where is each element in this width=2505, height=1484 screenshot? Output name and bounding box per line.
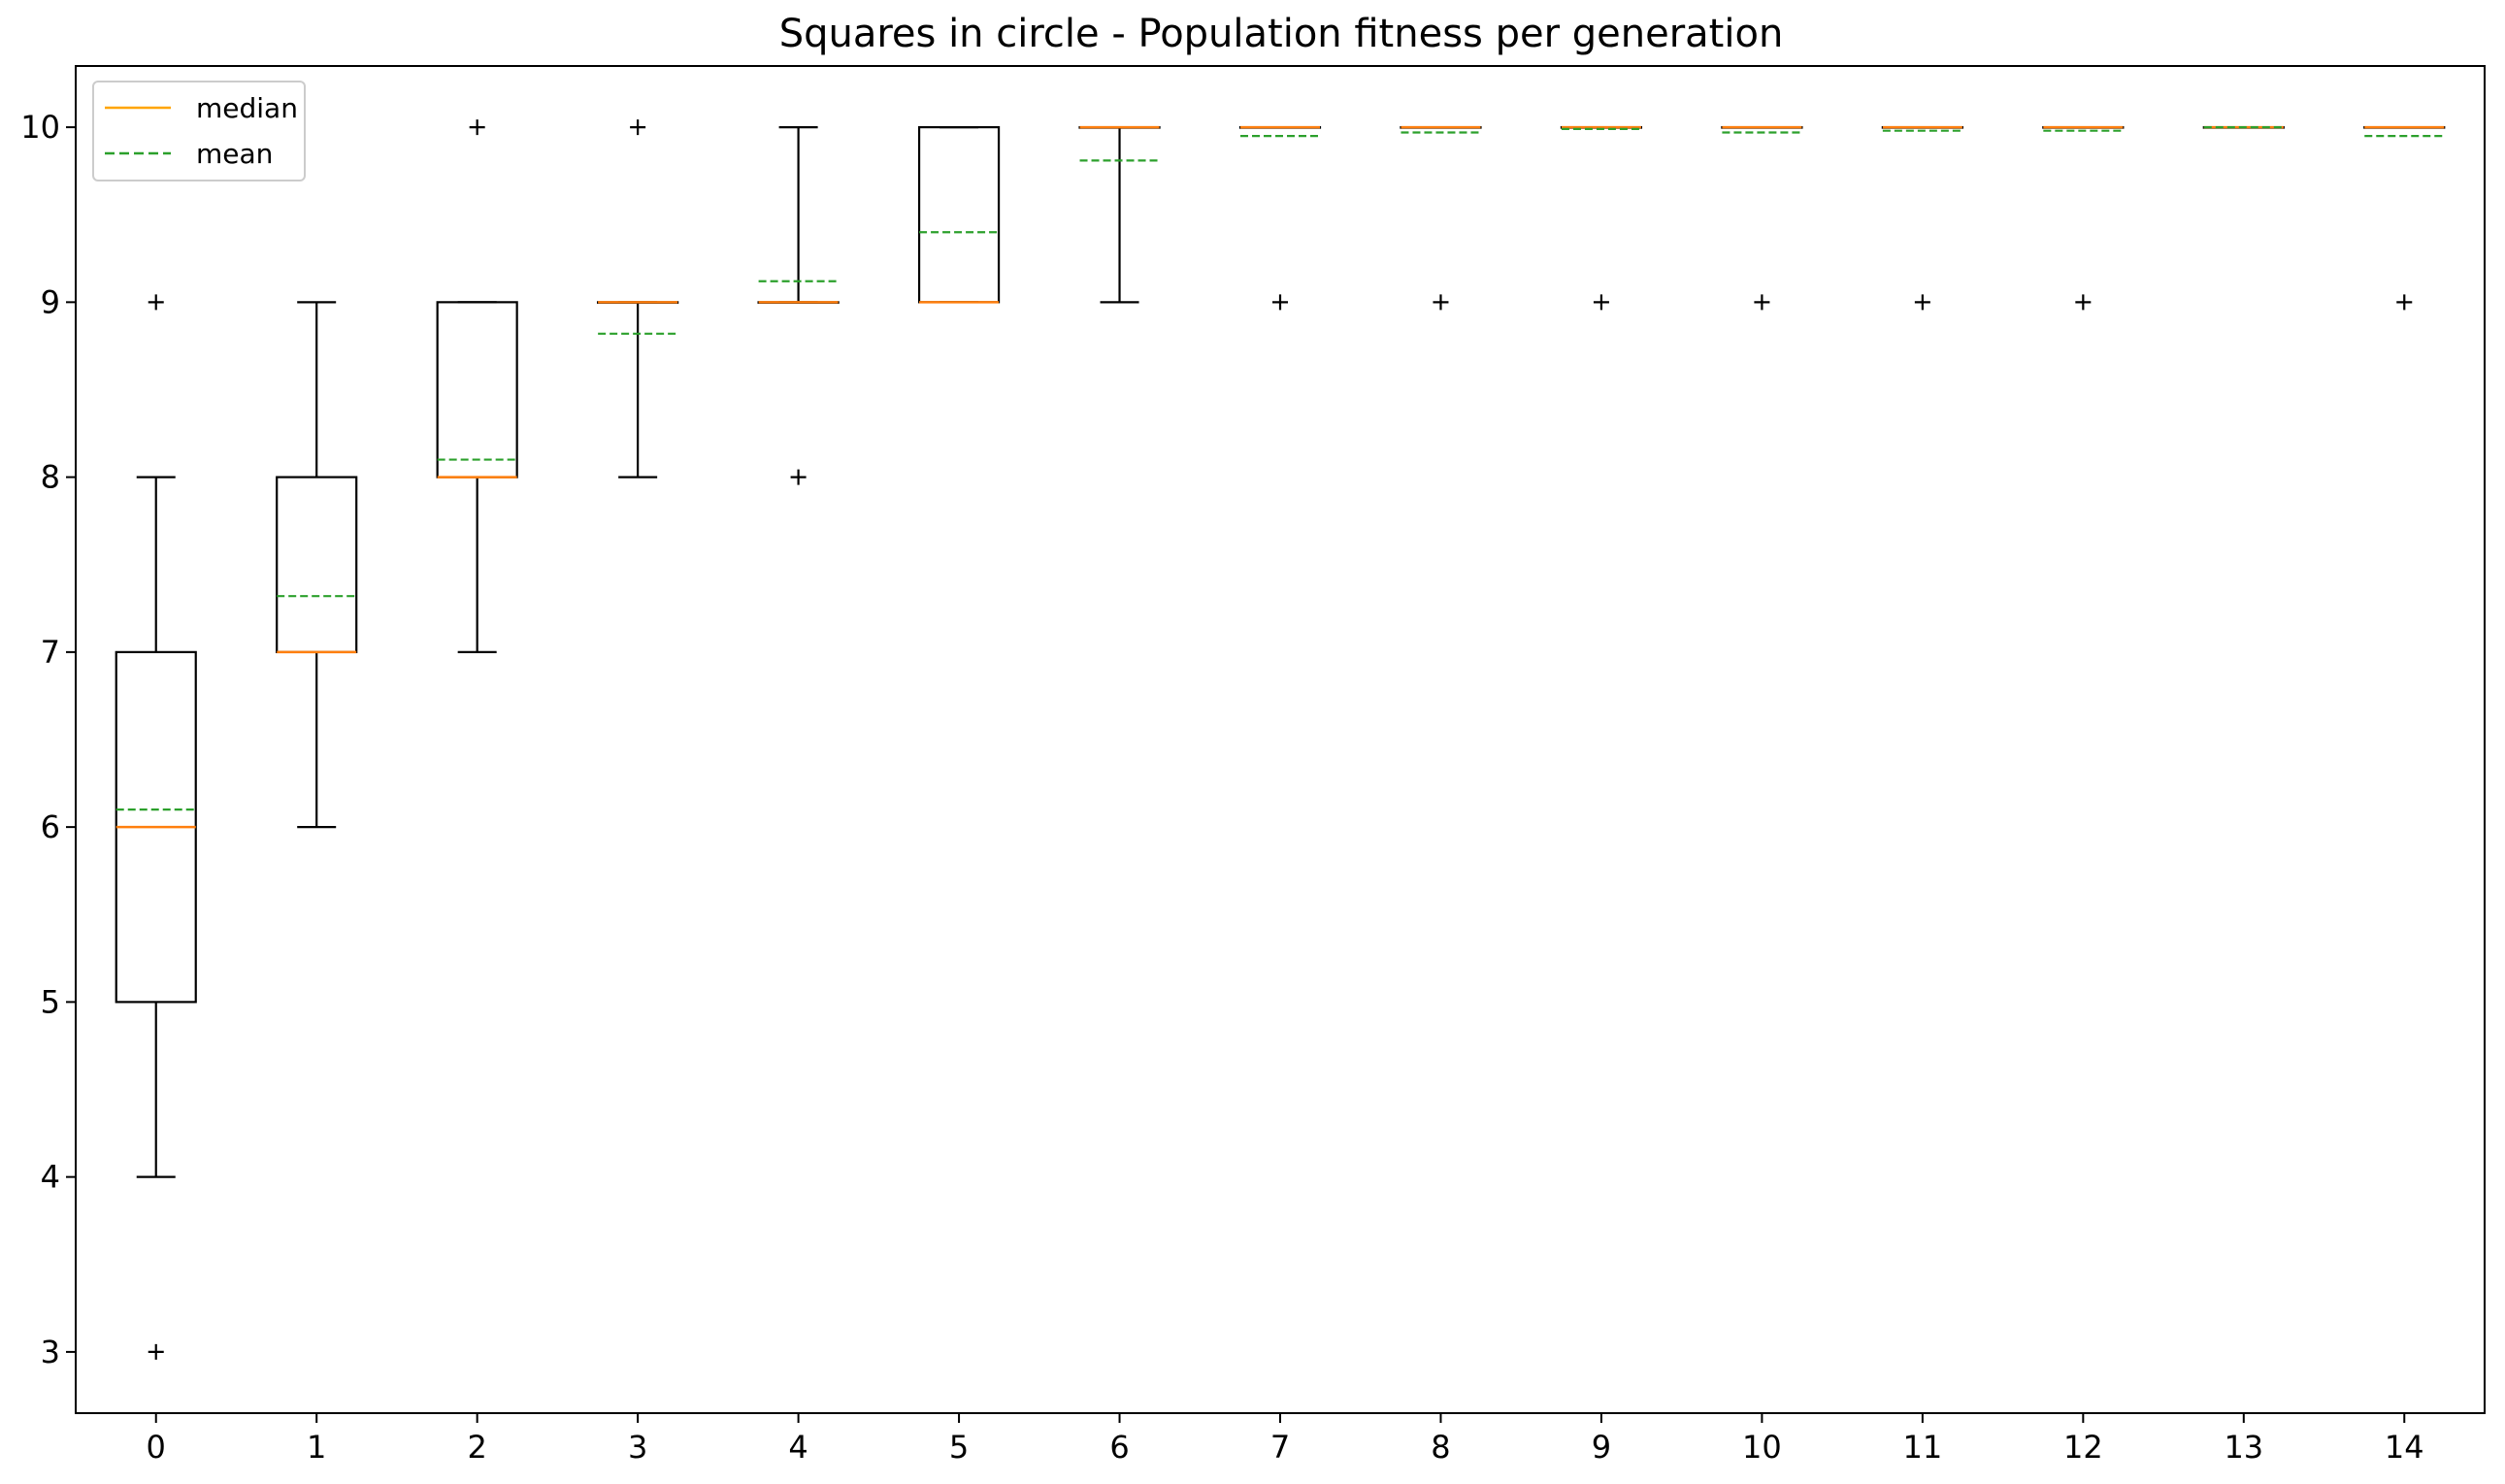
x-tick-label: 0 — [147, 1429, 166, 1466]
box-group-generation-9 — [1560, 125, 1643, 311]
x-tick-label: 5 — [949, 1429, 969, 1466]
box-group-generation-1 — [276, 301, 358, 829]
x-tick-label: 9 — [1592, 1429, 1611, 1466]
y-tick-label: 7 — [41, 634, 60, 671]
x-tick-label: 1 — [307, 1429, 326, 1466]
outlier-marker — [1754, 294, 1770, 311]
outlier-marker — [148, 1343, 164, 1360]
y-tick-label: 9 — [41, 283, 60, 320]
outlier-marker — [2075, 294, 2092, 311]
box-group-generation-0 — [115, 294, 197, 1360]
box-group-generation-13 — [2202, 125, 2285, 129]
x-tick-label: 7 — [1270, 1429, 1290, 1466]
box-group-generation-4 — [757, 125, 840, 485]
box-group-generation-2 — [436, 119, 518, 653]
x-tick-label: 3 — [628, 1429, 647, 1466]
legend-mean-label: mean — [196, 138, 273, 170]
box-group-generation-12 — [2042, 125, 2125, 311]
x-tick-label: 13 — [2224, 1429, 2263, 1466]
y-tick-label: 8 — [41, 459, 60, 496]
legend-median-label: median — [196, 92, 298, 124]
x-tick-label: 4 — [788, 1429, 808, 1466]
x-tick-label: 2 — [467, 1429, 486, 1466]
box-group-generation-5 — [917, 125, 1001, 304]
x-tick-label: 12 — [2063, 1429, 2103, 1466]
box-group-generation-7 — [1238, 125, 1322, 311]
outlier-marker — [1593, 294, 1609, 311]
y-tick-label: 6 — [41, 808, 60, 845]
outlier-marker — [2396, 294, 2413, 311]
outlier-marker — [1433, 294, 1449, 311]
x-tick-label: 10 — [1742, 1429, 1782, 1466]
box-group-generation-6 — [1078, 125, 1161, 304]
outlier-marker — [469, 119, 485, 136]
y-tick-label: 5 — [41, 983, 60, 1020]
outlier-marker — [148, 294, 164, 311]
axes-frame — [75, 65, 2486, 1414]
outlier-marker — [1272, 294, 1288, 311]
y-tick-label: 10 — [20, 109, 60, 146]
outlier-marker — [630, 119, 646, 136]
box-group-generation-10 — [1721, 125, 1803, 311]
box-group-generation-8 — [1400, 125, 1482, 311]
y-tick-label: 3 — [41, 1334, 60, 1370]
outlier-marker — [1914, 294, 1930, 311]
box-group-generation-14 — [2363, 125, 2446, 311]
y-tick-label: 4 — [41, 1159, 60, 1196]
x-tick-label: 8 — [1431, 1429, 1450, 1466]
x-tick-label: 14 — [2385, 1429, 2424, 1466]
legend: median mean — [92, 81, 306, 181]
outlier-marker — [790, 469, 807, 485]
chart-title: Squares in circle - Population fitness p… — [779, 12, 1784, 56]
x-tick-label: 6 — [1109, 1429, 1129, 1466]
x-tick-label: 11 — [1903, 1429, 1943, 1466]
legend-box — [92, 81, 306, 181]
box-group-generation-3 — [597, 119, 679, 478]
box-group-generation-11 — [1881, 125, 1963, 311]
